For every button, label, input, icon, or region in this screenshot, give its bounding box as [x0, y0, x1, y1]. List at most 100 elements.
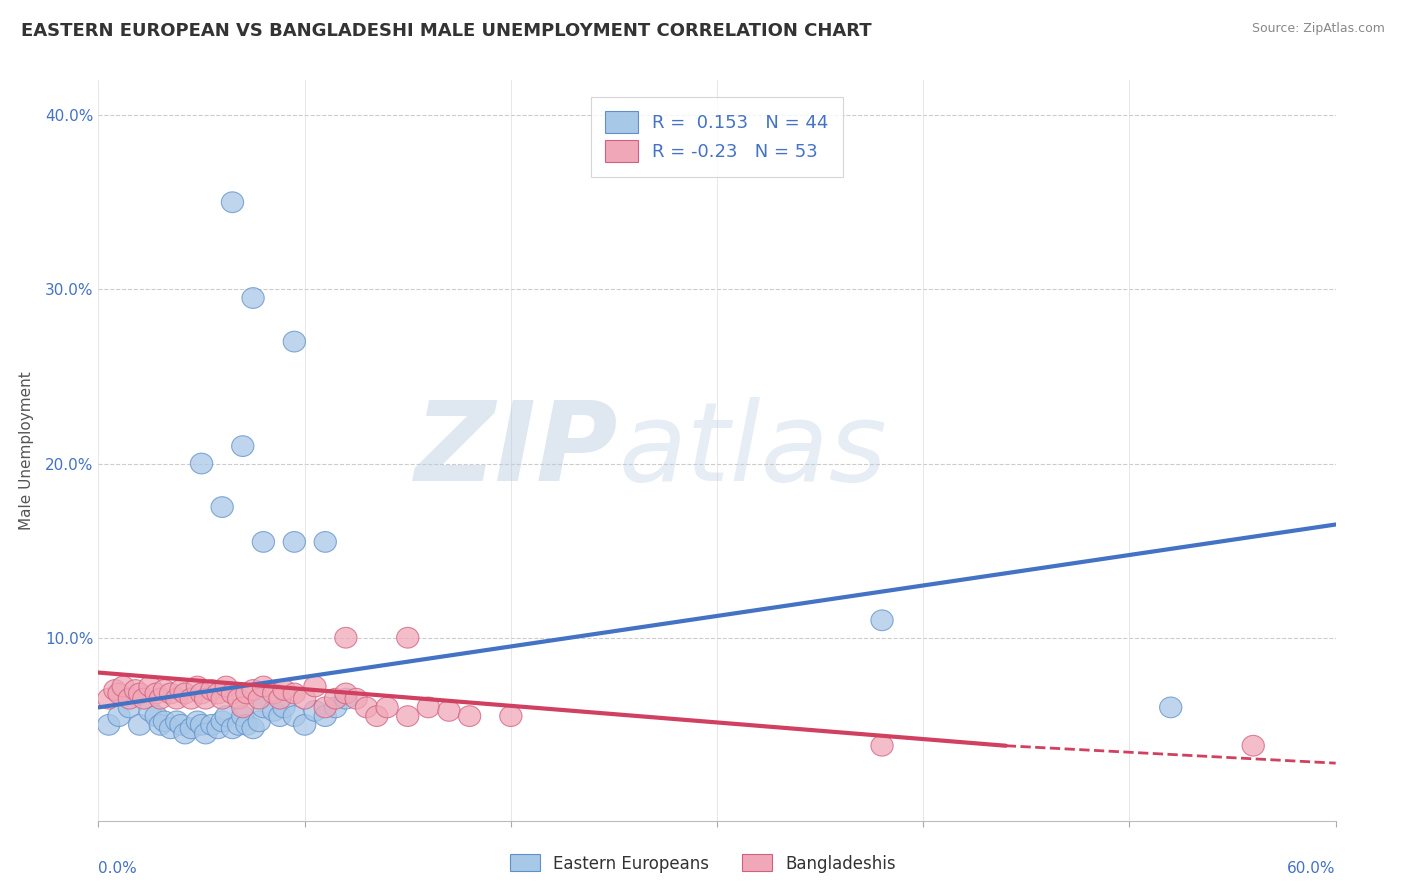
Ellipse shape: [232, 435, 254, 457]
Ellipse shape: [458, 706, 481, 726]
Ellipse shape: [273, 680, 295, 700]
Ellipse shape: [211, 711, 233, 731]
Ellipse shape: [283, 683, 305, 704]
Text: ZIP: ZIP: [415, 397, 619, 504]
Ellipse shape: [247, 711, 270, 731]
Ellipse shape: [108, 706, 131, 726]
Ellipse shape: [97, 714, 120, 735]
Ellipse shape: [112, 676, 135, 697]
Text: 0.0%: 0.0%: [98, 862, 138, 876]
Ellipse shape: [221, 718, 243, 739]
Ellipse shape: [194, 723, 217, 744]
Ellipse shape: [153, 711, 176, 731]
Ellipse shape: [174, 683, 197, 704]
Ellipse shape: [190, 714, 212, 735]
Ellipse shape: [325, 697, 347, 718]
Ellipse shape: [1160, 697, 1182, 718]
Ellipse shape: [252, 697, 274, 718]
Ellipse shape: [283, 331, 305, 352]
Ellipse shape: [186, 711, 208, 731]
Text: EASTERN EUROPEAN VS BANGLADESHI MALE UNEMPLOYMENT CORRELATION CHART: EASTERN EUROPEAN VS BANGLADESHI MALE UNE…: [21, 22, 872, 40]
Ellipse shape: [166, 689, 188, 709]
Ellipse shape: [211, 689, 233, 709]
Ellipse shape: [180, 689, 202, 709]
Ellipse shape: [294, 689, 316, 709]
Ellipse shape: [228, 714, 250, 735]
Ellipse shape: [149, 689, 172, 709]
Ellipse shape: [190, 453, 212, 474]
Ellipse shape: [325, 689, 347, 709]
Ellipse shape: [221, 192, 243, 212]
Ellipse shape: [174, 723, 197, 744]
Ellipse shape: [207, 683, 229, 704]
Ellipse shape: [97, 689, 120, 709]
Ellipse shape: [149, 714, 172, 735]
Ellipse shape: [304, 700, 326, 722]
Legend: Eastern Europeans, Bangladeshis: Eastern Europeans, Bangladeshis: [503, 847, 903, 880]
Ellipse shape: [314, 532, 336, 552]
Ellipse shape: [247, 689, 270, 709]
Ellipse shape: [263, 683, 285, 704]
Ellipse shape: [269, 706, 291, 726]
Ellipse shape: [215, 676, 238, 697]
Ellipse shape: [437, 700, 460, 722]
Text: 60.0%: 60.0%: [1288, 862, 1336, 876]
Ellipse shape: [190, 683, 212, 704]
Ellipse shape: [283, 532, 305, 552]
Ellipse shape: [242, 680, 264, 700]
Ellipse shape: [366, 706, 388, 726]
Ellipse shape: [194, 689, 217, 709]
Ellipse shape: [170, 680, 193, 700]
Ellipse shape: [396, 706, 419, 726]
Ellipse shape: [128, 714, 150, 735]
Ellipse shape: [153, 680, 176, 700]
Ellipse shape: [252, 532, 274, 552]
Legend: R =  0.153   N = 44, R = -0.23   N = 53: R = 0.153 N = 44, R = -0.23 N = 53: [591, 96, 844, 177]
Ellipse shape: [344, 689, 367, 709]
Ellipse shape: [201, 714, 224, 735]
Ellipse shape: [118, 697, 141, 718]
Ellipse shape: [335, 627, 357, 648]
Ellipse shape: [139, 676, 162, 697]
Ellipse shape: [145, 683, 167, 704]
Ellipse shape: [221, 683, 243, 704]
Ellipse shape: [1241, 735, 1264, 756]
Ellipse shape: [215, 706, 238, 726]
Ellipse shape: [499, 706, 522, 726]
Ellipse shape: [170, 714, 193, 735]
Ellipse shape: [232, 706, 254, 726]
Ellipse shape: [104, 680, 127, 700]
Ellipse shape: [211, 497, 233, 517]
Ellipse shape: [375, 697, 398, 718]
Ellipse shape: [132, 689, 155, 709]
Ellipse shape: [418, 697, 440, 718]
Ellipse shape: [314, 697, 336, 718]
Ellipse shape: [236, 714, 259, 735]
Ellipse shape: [273, 697, 295, 718]
Ellipse shape: [180, 718, 202, 739]
Ellipse shape: [252, 676, 274, 697]
Ellipse shape: [128, 683, 150, 704]
Ellipse shape: [335, 683, 357, 704]
Ellipse shape: [242, 718, 264, 739]
Ellipse shape: [118, 689, 141, 709]
Ellipse shape: [870, 735, 893, 756]
Ellipse shape: [356, 697, 378, 718]
Ellipse shape: [236, 683, 259, 704]
Ellipse shape: [186, 676, 208, 697]
Ellipse shape: [232, 697, 254, 718]
Ellipse shape: [124, 680, 146, 700]
Ellipse shape: [228, 689, 250, 709]
Ellipse shape: [269, 689, 291, 709]
Ellipse shape: [201, 680, 224, 700]
Ellipse shape: [283, 706, 305, 726]
Y-axis label: Male Unemployment: Male Unemployment: [18, 371, 34, 530]
Ellipse shape: [870, 610, 893, 631]
Ellipse shape: [304, 676, 326, 697]
Ellipse shape: [159, 683, 181, 704]
Ellipse shape: [207, 718, 229, 739]
Ellipse shape: [294, 714, 316, 735]
Ellipse shape: [314, 706, 336, 726]
Text: Source: ZipAtlas.com: Source: ZipAtlas.com: [1251, 22, 1385, 36]
Ellipse shape: [108, 683, 131, 704]
